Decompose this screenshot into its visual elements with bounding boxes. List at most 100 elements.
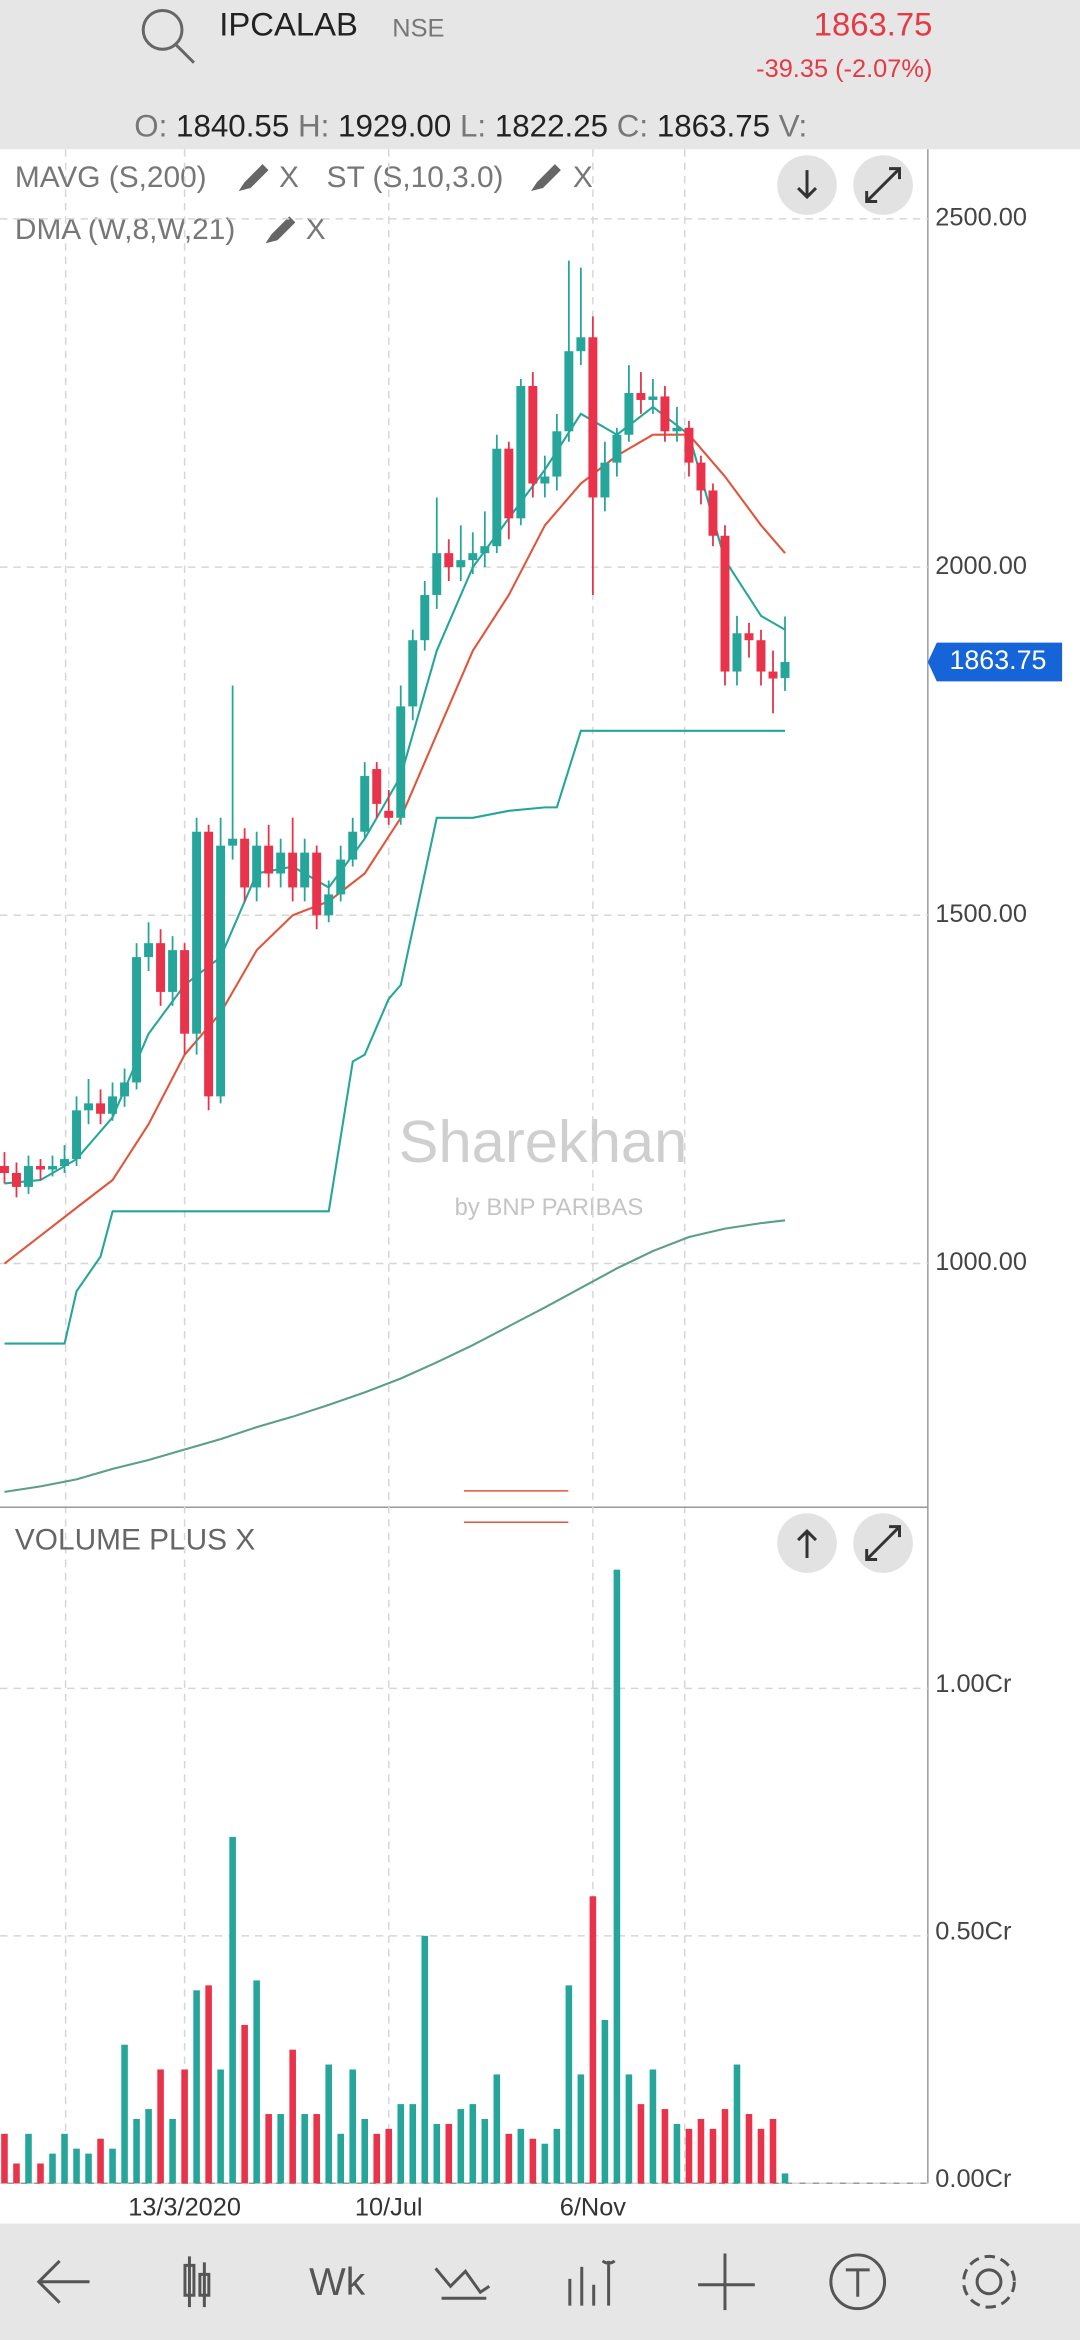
volume-bar <box>157 2069 164 2184</box>
edit-icon[interactable] <box>238 164 269 192</box>
crosshair-button[interactable] <box>698 2253 755 2311</box>
volume-bar <box>217 2069 224 2184</box>
candle-body <box>96 1103 106 1114</box>
candle-body <box>600 462 610 498</box>
expand-icon <box>865 167 901 203</box>
candle-body <box>696 462 706 491</box>
candle-body <box>708 490 718 536</box>
volume-bar <box>241 2024 248 2184</box>
volume-bar <box>253 1980 260 2184</box>
candle-body <box>612 434 622 463</box>
candle-body <box>492 448 502 547</box>
candle-body <box>552 431 562 477</box>
indicator-button[interactable] <box>568 2259 616 2306</box>
candle-body <box>456 560 466 568</box>
volume-title: VOLUME PLUS X <box>15 1523 255 1556</box>
ohlc-label: H: <box>298 109 329 144</box>
volume-bar <box>193 1990 200 2184</box>
candle-body <box>396 706 406 818</box>
nav-bar <box>0 2223 1080 2340</box>
volume-bar <box>121 2044 128 2184</box>
candle-body <box>36 1166 45 1170</box>
search-icon[interactable] <box>141 8 195 64</box>
remove-button[interactable]: X <box>573 161 593 194</box>
volume-bar <box>613 1569 621 2184</box>
volume-bar <box>289 2049 296 2184</box>
ohlc-value: 1840.55 <box>176 109 289 144</box>
nav-icons <box>36 2253 1016 2311</box>
expand-icon <box>865 1525 901 1561</box>
candle-body <box>744 633 754 641</box>
candle-body <box>576 337 586 352</box>
volume-bar <box>733 2064 741 2184</box>
volume-bar <box>433 2123 441 2184</box>
settings-button[interactable] <box>975 2268 1003 2296</box>
volume-bar <box>577 2074 585 2184</box>
volume-bar <box>229 1836 236 2184</box>
indicator-labels: MAVG (S,200) X ST (S,10,3.0) X DMA (W,8,… <box>15 161 593 246</box>
change: -39.35 (-2.07%) <box>756 55 932 83</box>
volume-bar <box>361 2118 369 2184</box>
volume-bar <box>769 2118 777 2184</box>
draw-button[interactable] <box>434 2267 491 2300</box>
ohlc-value: 1863.75 <box>657 109 770 144</box>
back-button[interactable] <box>36 2259 90 2304</box>
candle-body <box>48 1166 57 1170</box>
remove-button[interactable]: X <box>279 161 299 194</box>
candle-body <box>264 845 274 874</box>
volume-bar <box>625 2074 633 2184</box>
candle-body <box>444 553 454 568</box>
symbol[interactable]: IPCALAB <box>219 6 358 43</box>
y-tick-label: 1500.00 <box>935 900 1027 928</box>
volume-bar <box>13 2163 20 2184</box>
interval-button[interactable]: Wk <box>309 2261 366 2304</box>
indicator-label[interactable]: MAVG (S,200) <box>15 161 207 194</box>
volume-bar <box>205 1985 212 2184</box>
candle-body <box>132 957 142 1083</box>
volume-bar <box>421 1935 429 2184</box>
candle-body <box>468 553 478 561</box>
ohlc-label: L: <box>460 109 486 144</box>
volume-bar <box>313 2114 320 2184</box>
volume-bar <box>721 2109 729 2184</box>
volume-bar <box>697 2118 705 2184</box>
indicator-label[interactable]: ST (S,10,3.0) <box>327 161 504 194</box>
volume-bar <box>445 2123 453 2184</box>
chart-type-button[interactable] <box>183 2256 211 2308</box>
text-button[interactable] <box>829 2253 887 2311</box>
volume-bar <box>169 2118 176 2184</box>
volume-bar <box>145 2109 152 2184</box>
candle-body <box>756 640 766 672</box>
candle-body <box>60 1159 69 1167</box>
edit-icon[interactable] <box>265 216 296 244</box>
volume-bar <box>565 1985 573 2184</box>
indicator-line <box>4 729 786 1345</box>
candle-body <box>288 852 298 888</box>
candle-body <box>336 859 346 895</box>
candle-body <box>168 950 178 992</box>
edit-icon[interactable] <box>531 164 561 192</box>
pane-buttons <box>777 155 913 1573</box>
y-tick-label: 2500.00 <box>935 204 1027 232</box>
y-tick-label: 1000.00 <box>935 1248 1027 1276</box>
candle-body <box>372 769 382 804</box>
candle-body <box>228 838 238 846</box>
volume-bar <box>109 2148 116 2184</box>
arrow-icon <box>797 170 818 200</box>
volume-bar <box>25 2133 32 2184</box>
candle-body <box>300 852 310 888</box>
volume-bar <box>481 2118 489 2184</box>
remove-button[interactable]: X <box>306 213 326 246</box>
volume-bar <box>277 2114 284 2184</box>
volume-bar <box>649 2069 657 2184</box>
volume-bar <box>553 2128 561 2184</box>
candle-body <box>156 943 166 992</box>
candle-body <box>204 831 214 1097</box>
volume-bar <box>745 2114 753 2184</box>
x-tick-label: 13/3/2020 <box>128 2193 241 2221</box>
candle-body <box>72 1110 81 1160</box>
candle-body <box>432 553 442 595</box>
arrow-icon <box>797 1529 818 1559</box>
volume-bar <box>541 2143 549 2184</box>
ohlc-value: 1929.00 <box>338 109 451 144</box>
